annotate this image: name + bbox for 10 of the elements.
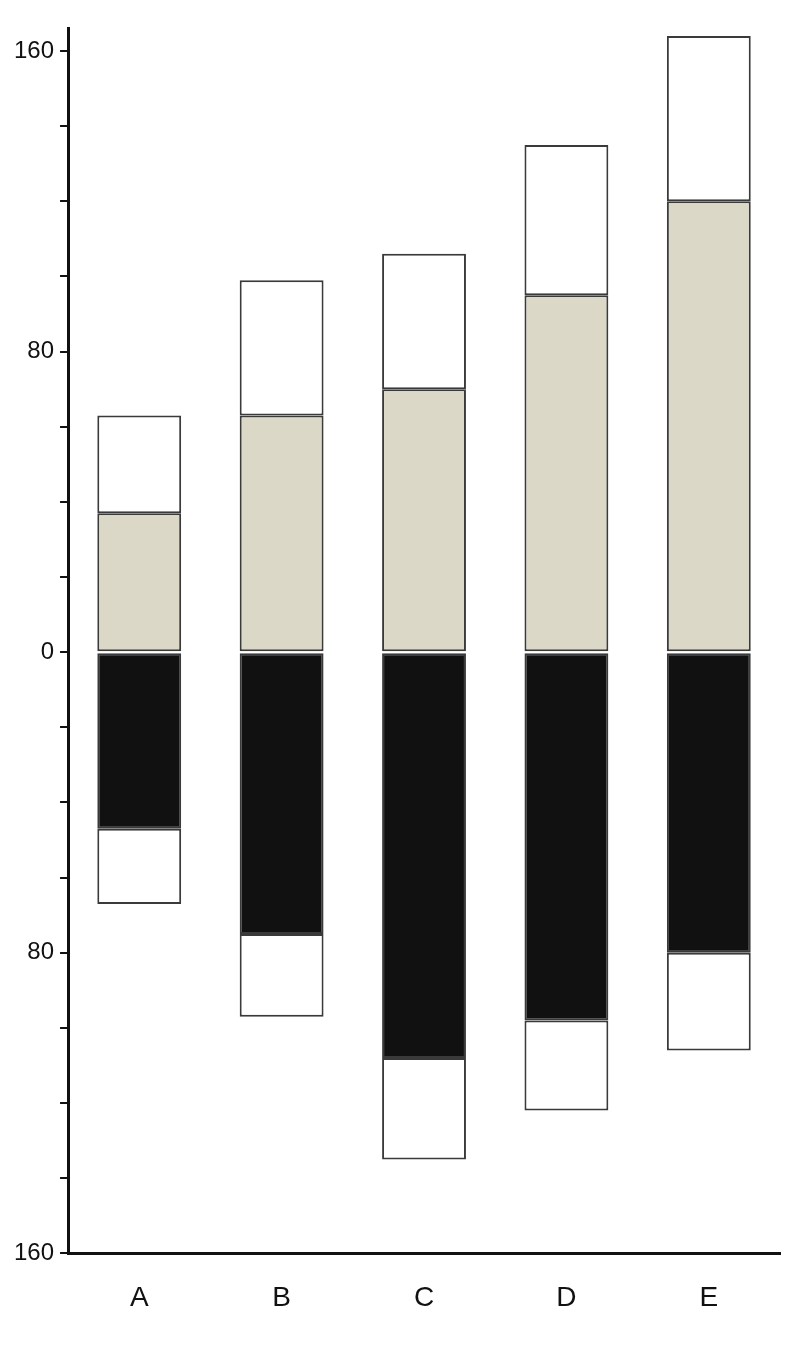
x-tick-label: B [272,1280,291,1312]
y-tick-label: 0 [40,636,55,664]
x-tick-label: D [556,1280,577,1312]
x-tick-label: E [699,1280,719,1312]
y-tick-label: 80 [27,937,55,965]
x-tick-label: A [129,1280,149,1312]
y-tick-label: 80 [27,336,55,364]
y-tick-label: 160 [14,1238,55,1266]
y-tick-label: 160 [14,35,55,63]
x-tick-label: C [413,1280,435,1312]
